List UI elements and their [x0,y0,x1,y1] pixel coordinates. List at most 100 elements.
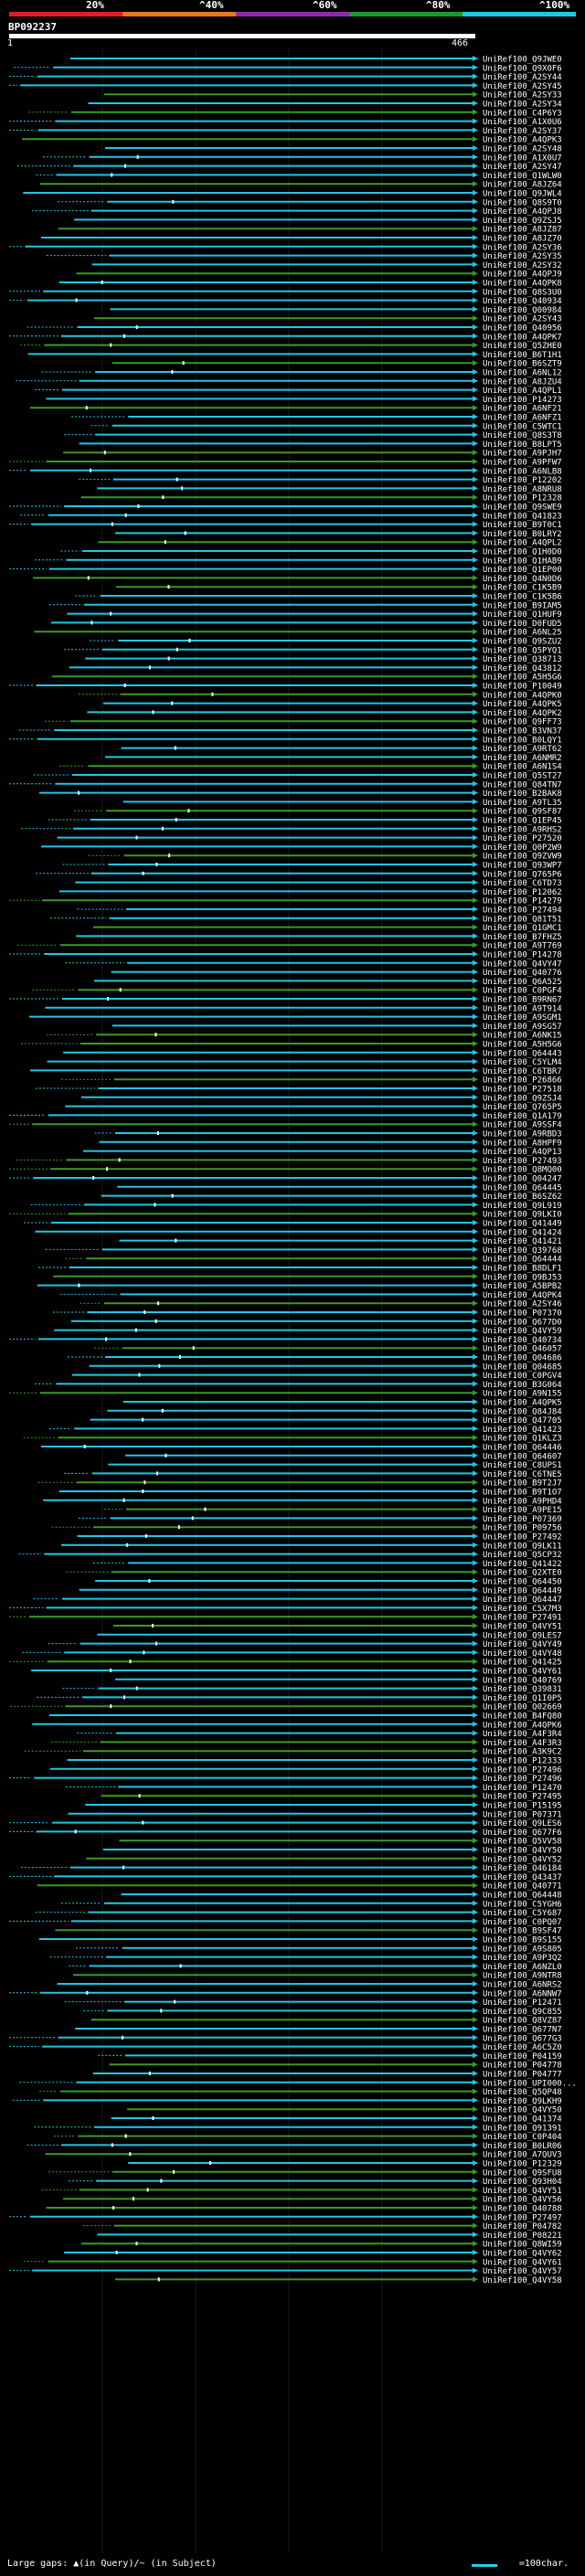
gap-marker [182,361,185,366]
hit-row: UniRef100_Q1KLZ3 [23,1435,562,1444]
hit-row: UniRef100_A4QPK6 [32,1721,562,1730]
gap-marker [90,620,93,625]
hit-label: UniRef100_C1K5B9 [483,584,562,593]
hit-row: UniRef100_Q40788 [46,2205,562,2214]
gap-marker [123,684,126,687]
hit-label: UniRef100_A2SY43 [483,315,562,324]
hit-label: UniRef100_Q40769 [483,1676,562,1685]
hit-label: UniRef100_Q41423 [483,1426,562,1435]
gap-marker [122,1865,125,1870]
gap-marker [110,1704,112,1709]
hit-arrow [473,1560,478,1566]
hit-label: UniRef100_Q4VY59 [483,1327,562,1336]
hit-row: UniRef100_Q8WI59 [80,2241,562,2250]
hit-row: UniRef100_Q81T51 [50,915,562,924]
hit-label: UniRef100_Q9JWL4 [483,190,562,199]
hit-arrow [473,1533,478,1539]
hit-row: UniRef100_Q5CP32 [18,1551,562,1560]
hit-arrow [473,1399,478,1405]
hit-label: UniRef100_C5WTC1 [483,422,562,431]
gap-marker [175,818,177,822]
hit-row: UniRef100_B9T2J7 [37,1479,562,1489]
hit-label: UniRef100_P04777 [483,2071,562,2080]
hit-label: UniRef100_B3G064 [483,1381,562,1390]
hit-arrow [473,1810,478,1817]
hit-row: UniRef100_Q47705 [90,1416,562,1426]
hit-row: UniRef100_A7QUV3 [45,2151,562,2160]
hit-arrow [473,1551,478,1557]
hit-arrow [473,2213,478,2220]
hit-arrow [473,1945,478,1951]
gap-marker [142,1417,144,1422]
hit-row: UniRef100_Q9ZSJ5 [74,217,562,226]
hit-arrow [473,422,478,429]
hit-arrow [473,2258,478,2264]
hit-row: UniRef100_Q41422 [92,1560,562,1569]
hit-arrow [473,2178,478,2184]
hit-arrow [473,2196,478,2202]
hit-row: UniRef100_C5YGH6 [61,1900,562,1909]
hit-row: UniRef100_B9T1O7 [58,1489,562,1498]
hit-arrow [473,2151,478,2157]
hit-row: UniRef100_A2SY48 [105,145,562,154]
hit-arrow [473,959,478,966]
hit-label: UniRef100_Q64449 [483,1586,562,1595]
hit-arrow [473,1640,478,1647]
hit-arrow [473,700,478,706]
hit-arrow [473,1202,478,1208]
hit-label: UniRef100_B6T1H1 [483,351,562,360]
hit-label: UniRef100_P27496 [483,1775,562,1784]
hit-row: UniRef100_A4QPK3 [22,136,562,145]
gap-marker [110,1669,112,1672]
hit-label: UniRef100_Q1H0D0 [483,548,562,557]
hit-arrow [473,431,478,438]
hit-row: UniRef100_Q4VY56 [63,2196,562,2205]
hit-label: UniRef100_A9T769 [483,942,562,951]
hit-label: UniRef100_Q64447 [483,1595,562,1605]
hit-arrow [473,360,478,366]
hit-arrow [473,593,478,599]
hit-arrow [473,1900,478,1906]
hit-arrow [473,1802,478,1807]
gap-marker [154,1203,156,1207]
hit-arrow [473,1094,478,1100]
hit-row: UniRef100_Q4VY49 [48,1640,562,1649]
hit-row: UniRef100_Q40771 [37,1882,562,1892]
hit-label: UniRef100_C1K5B6 [483,593,562,602]
hit-row: UniRef100_Q64446 [41,1444,562,1453]
hit-row: UniRef100_Q1HAB9 [35,557,562,566]
hit-row: UniRef100_Q40934 [9,297,562,306]
hit-row: UniRef100_A5BPB2 [37,1282,562,1291]
hit-label: UniRef100_A4QPL2 [483,539,562,548]
hit-row: UniRef100_Q41425 [9,1659,562,1668]
gap-marker [111,522,113,526]
gap-marker [115,2251,118,2254]
hit-arrow [473,154,478,160]
hit-row: UniRef100_Q9LK11 [60,1542,562,1551]
hit-arrow [473,897,478,904]
hit-row: UniRef100_P14279 [9,897,562,906]
hit-label: UniRef100_B4FQ80 [483,1712,562,1722]
hit-label: UniRef100_P27495 [483,1793,562,1802]
gap-marker [187,809,190,813]
hit-label: UniRef100_Q46184 [483,1864,562,1873]
hit-label: UniRef100_Q46057 [483,1345,562,1354]
hit-row: UniRef100_A3K9C2 [24,1748,562,1757]
hit-arrow [473,2231,478,2238]
hit-arrow [473,252,478,259]
hit-label: UniRef100_Q43437 [483,1873,562,1882]
hit-arrow [473,664,478,671]
hit-label: UniRef100_Q47705 [483,1416,562,1426]
hit-label: UniRef100_A2SY36 [483,243,562,252]
hit-row: UniRef100_Q64444 [65,1256,562,1265]
hit-row: UniRef100_A6NNW7 [9,1989,562,1998]
hit-row: UniRef100_Q2XTE0 [66,1569,562,1578]
hit-label: UniRef100_B9RN67 [483,996,562,1005]
hit-arrow [473,494,478,501]
hit-row: UniRef100_Q1A179 [9,1112,562,1121]
gap-marker [191,1516,194,1521]
hit-label: UniRef100_Q765P5 [483,1103,562,1112]
gap-marker [177,1525,180,1530]
hit-row: UniRef100_Q9X0F6 [14,64,562,73]
hit-row: UniRef100_A8JZ87 [58,226,562,235]
